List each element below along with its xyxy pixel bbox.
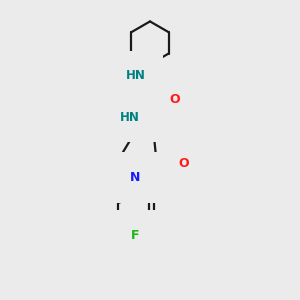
Text: HN: HN (126, 68, 146, 82)
Text: O: O (178, 158, 188, 170)
Text: N: N (130, 171, 140, 184)
Text: O: O (169, 93, 180, 106)
Text: F: F (131, 229, 139, 242)
Text: HN: HN (120, 111, 140, 124)
